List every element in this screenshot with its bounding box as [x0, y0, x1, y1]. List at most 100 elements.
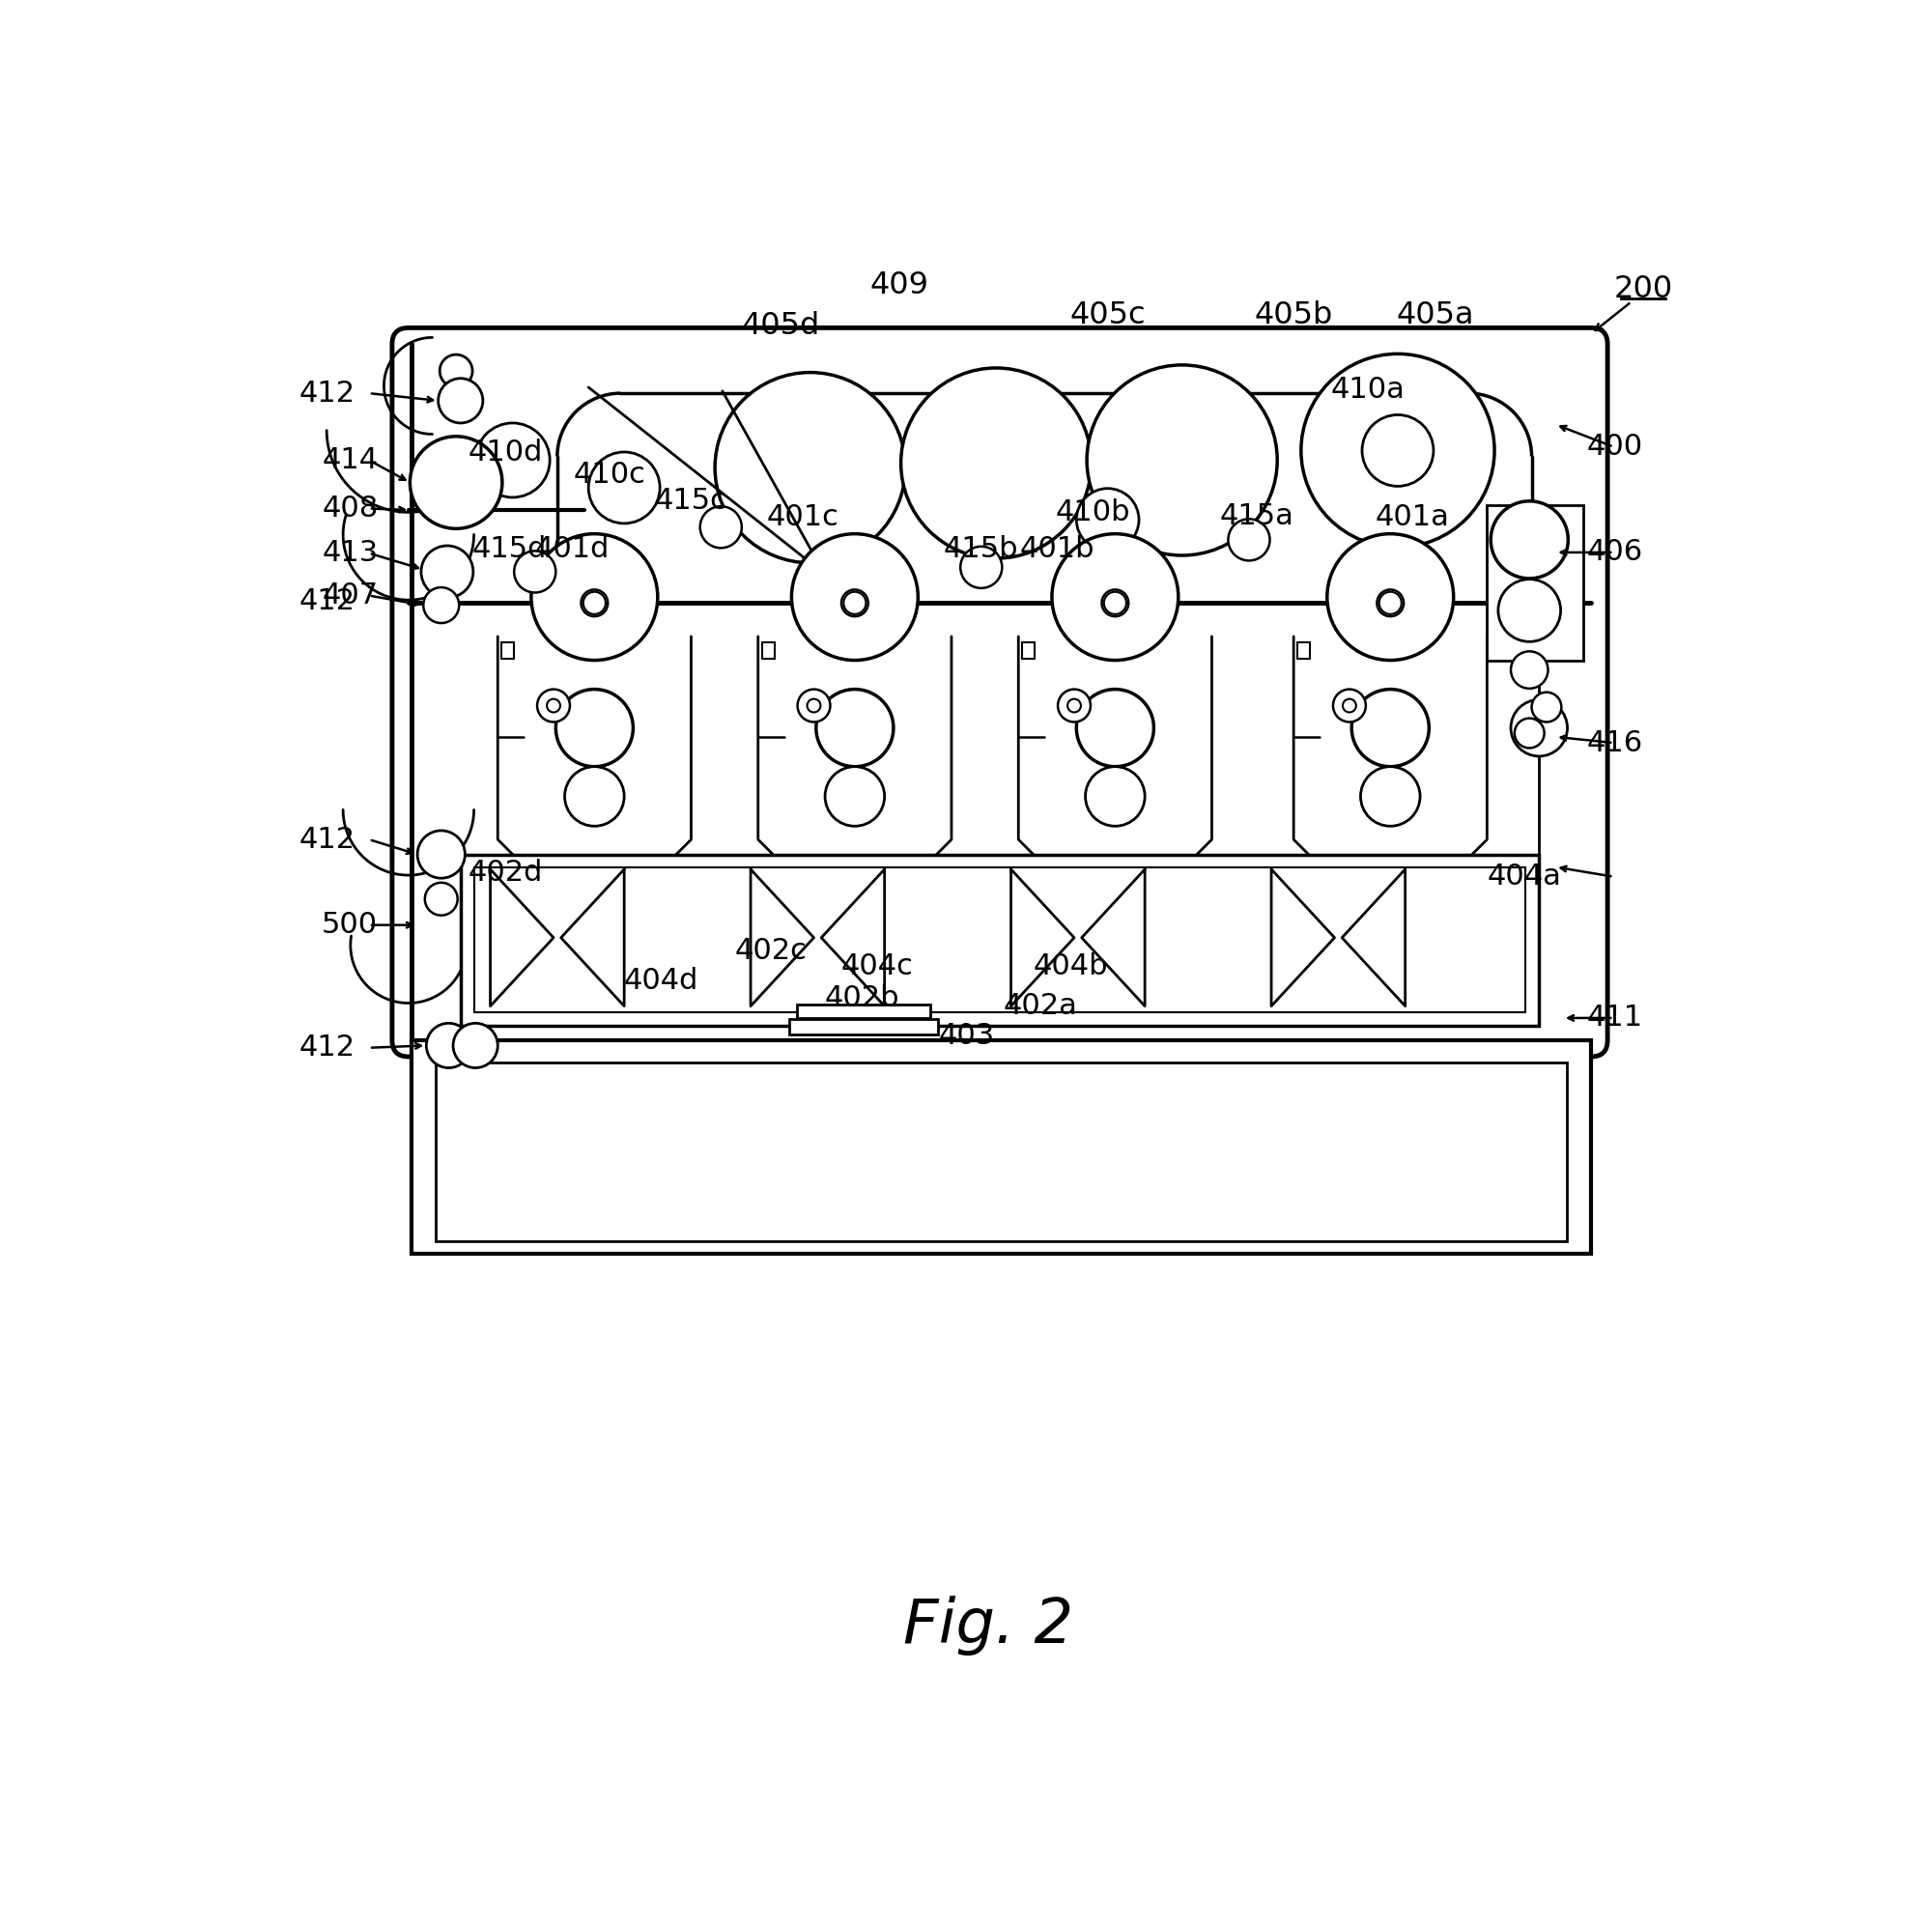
Circle shape	[410, 437, 502, 528]
Circle shape	[1511, 699, 1567, 757]
Circle shape	[423, 587, 460, 624]
Circle shape	[715, 372, 906, 562]
Bar	[460, 855, 1540, 1025]
Circle shape	[1300, 354, 1495, 547]
Circle shape	[798, 690, 831, 722]
Text: 414: 414	[323, 447, 379, 474]
Circle shape	[1379, 591, 1401, 614]
Bar	[790, 1019, 939, 1034]
Circle shape	[1068, 699, 1080, 713]
Circle shape	[514, 551, 556, 593]
Circle shape	[699, 507, 742, 549]
Circle shape	[556, 690, 634, 767]
Text: 404a: 404a	[1488, 863, 1561, 890]
Circle shape	[815, 690, 893, 767]
Text: 412: 412	[299, 587, 355, 616]
Circle shape	[1076, 489, 1140, 551]
Text: 402b: 402b	[825, 984, 900, 1013]
Circle shape	[1101, 589, 1128, 616]
Text: 401a: 401a	[1376, 503, 1449, 532]
Circle shape	[792, 534, 918, 661]
Text: 400: 400	[1586, 433, 1642, 460]
Text: 410b: 410b	[1055, 499, 1130, 526]
Circle shape	[1076, 690, 1153, 767]
Circle shape	[1333, 690, 1366, 722]
Text: 402a: 402a	[1003, 992, 1078, 1021]
Circle shape	[583, 591, 605, 614]
Circle shape	[1511, 651, 1548, 688]
Circle shape	[417, 830, 466, 878]
Text: 415b: 415b	[945, 535, 1018, 564]
Circle shape	[1343, 699, 1356, 713]
Circle shape	[537, 690, 570, 722]
Text: 200: 200	[1613, 273, 1673, 304]
Circle shape	[900, 368, 1092, 559]
Circle shape	[582, 589, 609, 616]
Circle shape	[960, 547, 1003, 587]
Text: 411: 411	[1586, 1003, 1642, 1032]
Text: 402c: 402c	[734, 938, 808, 965]
Bar	[1298, 643, 1310, 659]
Circle shape	[1352, 690, 1430, 767]
Text: 415d: 415d	[471, 535, 547, 564]
Circle shape	[589, 453, 661, 524]
Text: 410a: 410a	[1331, 376, 1405, 404]
Text: 412: 412	[299, 379, 355, 406]
Circle shape	[1088, 366, 1277, 555]
Circle shape	[421, 545, 473, 597]
Text: 405b: 405b	[1254, 300, 1333, 329]
Circle shape	[547, 699, 560, 713]
Text: 412: 412	[299, 826, 355, 853]
Circle shape	[439, 377, 483, 424]
Circle shape	[1229, 518, 1269, 560]
Text: 404d: 404d	[624, 967, 699, 996]
Circle shape	[808, 699, 821, 713]
Circle shape	[1360, 767, 1420, 826]
Text: 405d: 405d	[742, 312, 819, 341]
Circle shape	[1497, 580, 1561, 641]
Text: 403: 403	[939, 1023, 995, 1050]
Circle shape	[1051, 534, 1179, 661]
Circle shape	[531, 534, 657, 661]
Text: 415a: 415a	[1219, 503, 1294, 530]
Circle shape	[1515, 718, 1544, 747]
Circle shape	[564, 767, 624, 826]
Circle shape	[842, 589, 867, 616]
Bar	[412, 1040, 1592, 1254]
FancyBboxPatch shape	[392, 327, 1607, 1057]
Bar	[437, 1063, 1567, 1240]
Text: 410d: 410d	[468, 439, 543, 466]
Text: 500: 500	[321, 911, 377, 940]
Text: 404c: 404c	[840, 951, 914, 980]
Circle shape	[1492, 501, 1569, 578]
Circle shape	[425, 882, 458, 915]
Circle shape	[1103, 591, 1126, 614]
Text: 406: 406	[1586, 539, 1642, 566]
Bar	[796, 1005, 931, 1019]
Text: 402d: 402d	[468, 859, 543, 886]
Text: 409: 409	[869, 270, 929, 300]
Circle shape	[1362, 414, 1434, 485]
Bar	[473, 869, 1526, 1011]
Circle shape	[825, 767, 885, 826]
Text: 412: 412	[299, 1034, 355, 1061]
Text: 410c: 410c	[574, 460, 645, 489]
Circle shape	[1378, 589, 1405, 616]
Text: 416: 416	[1586, 728, 1642, 757]
Circle shape	[1059, 690, 1090, 722]
Text: 401d: 401d	[535, 535, 609, 564]
Text: 408: 408	[323, 495, 379, 522]
Bar	[502, 643, 514, 659]
Circle shape	[454, 1023, 498, 1067]
Bar	[1022, 643, 1036, 659]
Text: 401b: 401b	[1020, 535, 1095, 564]
Text: 404b: 404b	[1034, 951, 1107, 980]
Circle shape	[1086, 767, 1146, 826]
Circle shape	[844, 591, 866, 614]
Circle shape	[427, 1023, 471, 1067]
Text: Fig. 2: Fig. 2	[904, 1597, 1074, 1656]
Circle shape	[440, 354, 473, 387]
Bar	[1488, 505, 1584, 661]
Bar	[761, 643, 775, 659]
Circle shape	[1532, 691, 1561, 722]
